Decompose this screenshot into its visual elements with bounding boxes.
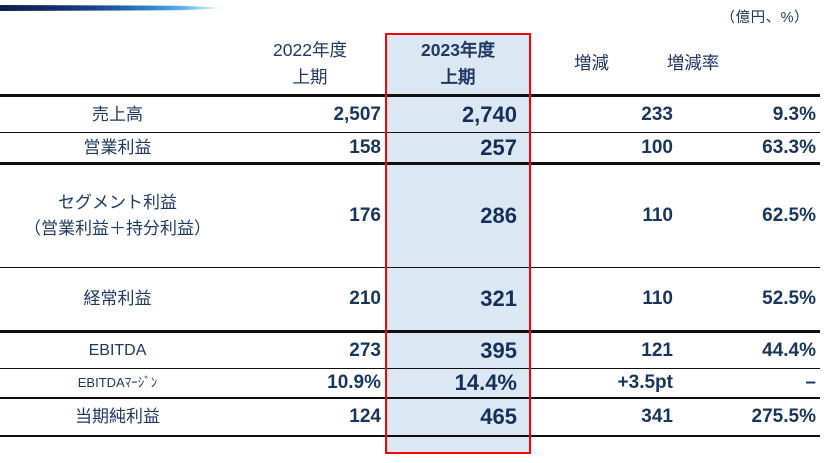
value-fy2022: 10.9%: [327, 372, 381, 393]
value-fy2023: 14.4%: [454, 370, 517, 395]
header-fy2022-line2: 上期: [292, 66, 328, 87]
value-fy2022: 124: [349, 406, 381, 427]
table-row-operating-profit: 営業利益 158 257 100 63.3%: [0, 133, 820, 165]
value-change-rate: 44.4%: [762, 339, 816, 361]
value-fy2023: 2,740: [461, 101, 517, 127]
unit-note: （億円、%）: [720, 10, 809, 26]
header-change: 増減: [574, 53, 609, 73]
header-fy2023-line1: 2023年度: [421, 39, 495, 60]
row-label: 営業利益: [83, 137, 152, 157]
value-fy2022: 2,507: [333, 103, 381, 125]
header-fy2023-h1: 2023年度 上期: [385, 33, 531, 94]
row-label: セグメント利益 （営業利益＋持分利益）: [0, 165, 235, 267]
table-row-segment-profit: セグメント利益 （営業利益＋持分利益） 176 286 110 62.5%: [0, 165, 820, 268]
value-fy2022: 158: [349, 136, 381, 158]
row-label-line1: セグメント利益: [58, 193, 177, 212]
table-row-net-sales: 売上高 2,507 2,740 233 9.3%: [0, 97, 820, 133]
row-label: 売上高: [92, 104, 143, 124]
value-change: 121: [641, 339, 673, 361]
value-change: 110: [642, 288, 673, 309]
table-row-net-income: 当期純利益 124 465 341 275.5%: [0, 399, 820, 437]
value-change-rate: 63.3%: [762, 136, 816, 158]
value-fy2023: 321: [480, 286, 517, 311]
value-fy2022: 210: [349, 288, 381, 309]
header-fy2022-line1: 2022年度: [273, 39, 347, 60]
fy2023-column-highlight: [386, 33, 531, 454]
row-label: EBITDAﾏｰｼﾞﾝ: [77, 375, 158, 390]
value-fy2023: 465: [480, 404, 517, 429]
value-fy2023: 286: [480, 203, 517, 228]
row-label: 当期純利益: [75, 407, 160, 426]
header-item-column: [0, 33, 235, 94]
value-change: 100: [641, 136, 673, 158]
table-row-ordinary-profit: 経常利益 210 321 110 52.5%: [0, 268, 820, 333]
value-fy2022: 273: [349, 339, 381, 361]
value-change-rate: 52.5%: [762, 288, 816, 309]
header-fy2022-h1: 2022年度 上期: [235, 33, 385, 94]
value-change: +3.5pt: [617, 372, 673, 393]
value-change: 233: [641, 103, 673, 125]
value-change-rate: 62.5%: [762, 205, 816, 226]
table-row-ebitda-margin: EBITDAﾏｰｼﾞﾝ 10.9% 14.4% +3.5pt –: [0, 369, 820, 399]
value-change-rate: 275.5%: [751, 406, 816, 427]
table-row-ebitda: EBITDA 273 395 121 44.4%: [0, 333, 820, 369]
value-change: 341: [641, 406, 673, 427]
value-change: 110: [642, 205, 673, 226]
header-change-rate: 増減率: [666, 53, 720, 73]
row-label: 経常利益: [83, 289, 152, 308]
decorative-gradient-swoosh: [0, 5, 222, 11]
row-label-line2: （営業利益＋持分利益）: [24, 219, 211, 238]
value-change-rate: –: [805, 372, 816, 393]
results-table: 2022年度 上期 2023年度 上期 増減 増減率 売上高 2,507 2,7…: [0, 33, 820, 437]
value-change-rate: 9.3%: [772, 103, 816, 125]
table-header-row: 2022年度 上期 2023年度 上期 増減 増減率: [0, 33, 820, 97]
value-fy2023: 395: [480, 337, 517, 363]
value-fy2023: 257: [480, 134, 517, 160]
row-label: EBITDA: [88, 341, 147, 359]
header-fy2023-line2: 上期: [440, 66, 476, 87]
value-fy2022: 176: [349, 205, 381, 226]
